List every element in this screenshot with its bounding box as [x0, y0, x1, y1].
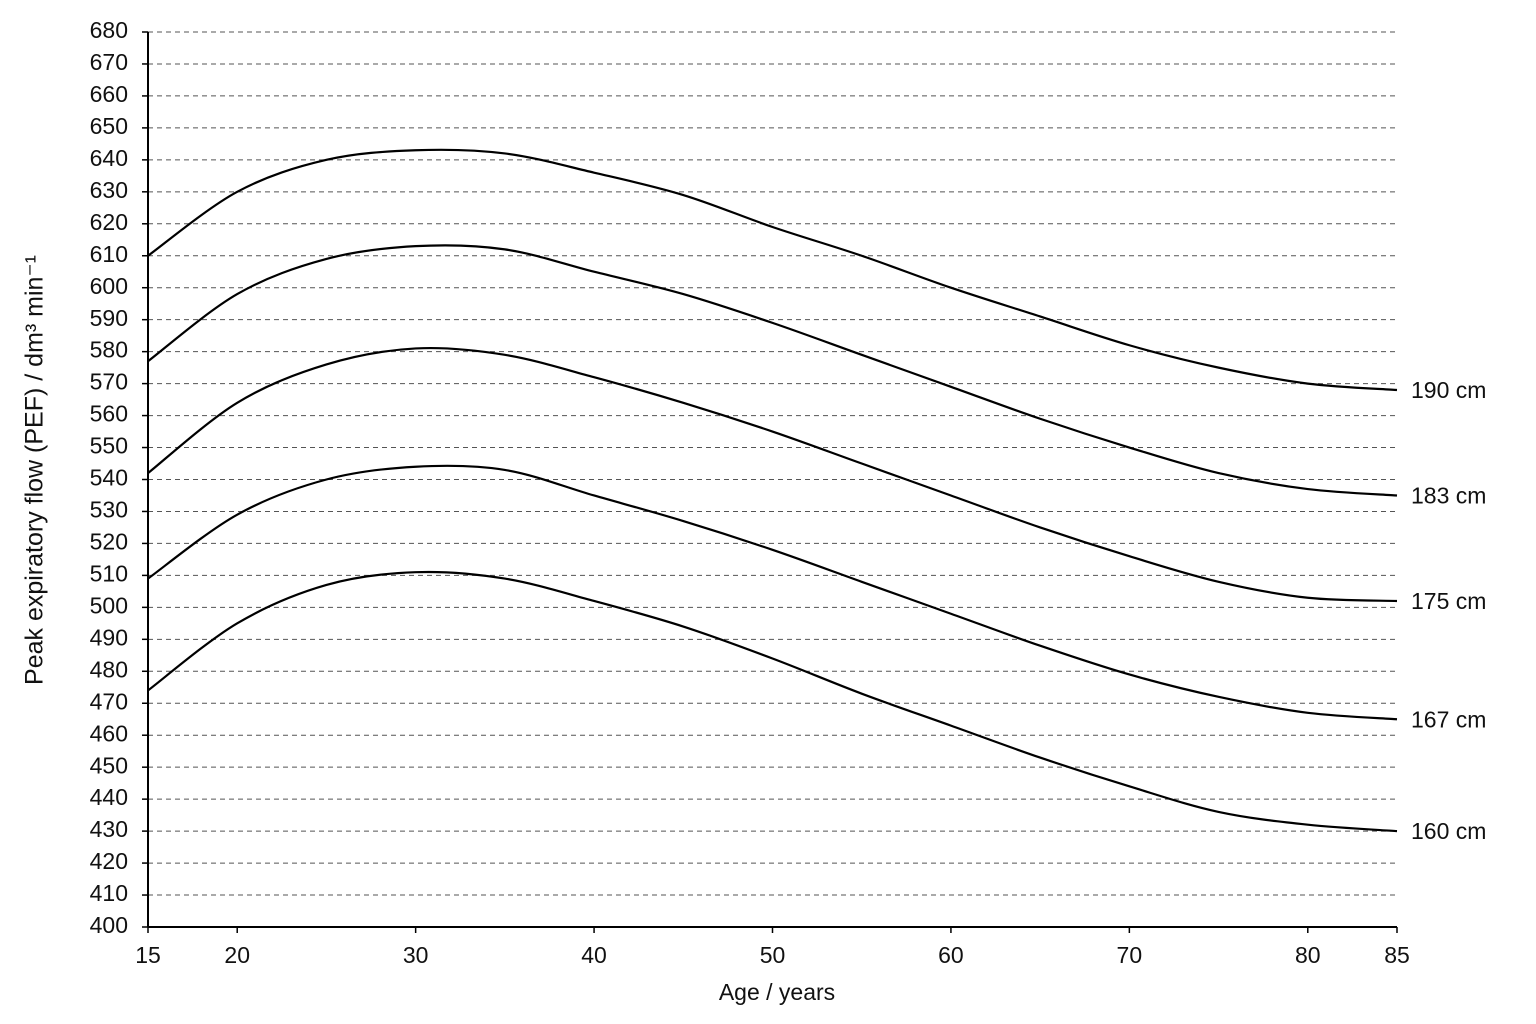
y-tick-label: 540	[90, 465, 128, 491]
y-tick-label: 460	[90, 720, 128, 746]
y-tick-label: 660	[90, 81, 128, 107]
y-tick-label: 510	[90, 560, 128, 586]
line	[147, 244, 1398, 497]
line	[147, 464, 1398, 721]
x-tick-label: 85	[1384, 942, 1410, 968]
y-tick-label: 590	[90, 305, 128, 331]
line	[147, 570, 1398, 833]
y-tick-label: 620	[90, 209, 128, 235]
y-axis-label: Peak expiratory flow (PEF) / dm³ min⁻¹	[21, 255, 49, 685]
x-tick-label: 60	[938, 942, 964, 968]
y-tick-label: 580	[90, 337, 128, 363]
y-tick-label: 500	[90, 592, 128, 618]
x-axis-label: Age / years	[719, 979, 835, 1005]
y-tick-label: 650	[90, 113, 128, 139]
line	[147, 148, 1398, 392]
x-tick-label: 20	[224, 942, 250, 968]
y-tick-label: 470	[90, 688, 128, 714]
series-label: 183 cm	[1411, 483, 1486, 509]
y-tick-label: 630	[90, 177, 128, 203]
x-tick-label: 30	[403, 942, 429, 968]
y-tick-label: 450	[90, 752, 128, 778]
y-tick-label: 560	[90, 401, 128, 427]
y-tick-label: 420	[90, 848, 128, 874]
y-tick-label: 670	[90, 49, 128, 75]
x-tick-label: 70	[1117, 942, 1143, 968]
series-label: 190 cm	[1411, 377, 1486, 403]
y-tick-label: 410	[90, 880, 128, 906]
y-tick-label: 530	[90, 497, 128, 523]
y-tick-label: 490	[90, 624, 128, 650]
y-tick-label: 550	[90, 433, 128, 459]
y-tick-label: 400	[90, 912, 128, 938]
x-tick-label: 15	[135, 942, 161, 968]
y-tick-label: 430	[90, 816, 128, 842]
y-tick-label: 600	[90, 273, 128, 299]
y-tick-label: 610	[90, 241, 128, 267]
x-tick-label: 80	[1295, 942, 1321, 968]
x-tick-label: 40	[581, 942, 607, 968]
y-tick-label: 520	[90, 529, 128, 555]
x-tick-label: 50	[760, 942, 786, 968]
y-tick-label: 440	[90, 784, 128, 810]
y-tick-label: 640	[90, 145, 128, 171]
line	[147, 346, 1398, 603]
series-label: 175 cm	[1411, 588, 1486, 614]
series-label: 160 cm	[1411, 818, 1486, 844]
y-tick-label: 480	[90, 656, 128, 682]
y-tick-label: 570	[90, 369, 128, 395]
series-label: 167 cm	[1411, 706, 1486, 732]
y-tick-label: 680	[90, 17, 128, 43]
